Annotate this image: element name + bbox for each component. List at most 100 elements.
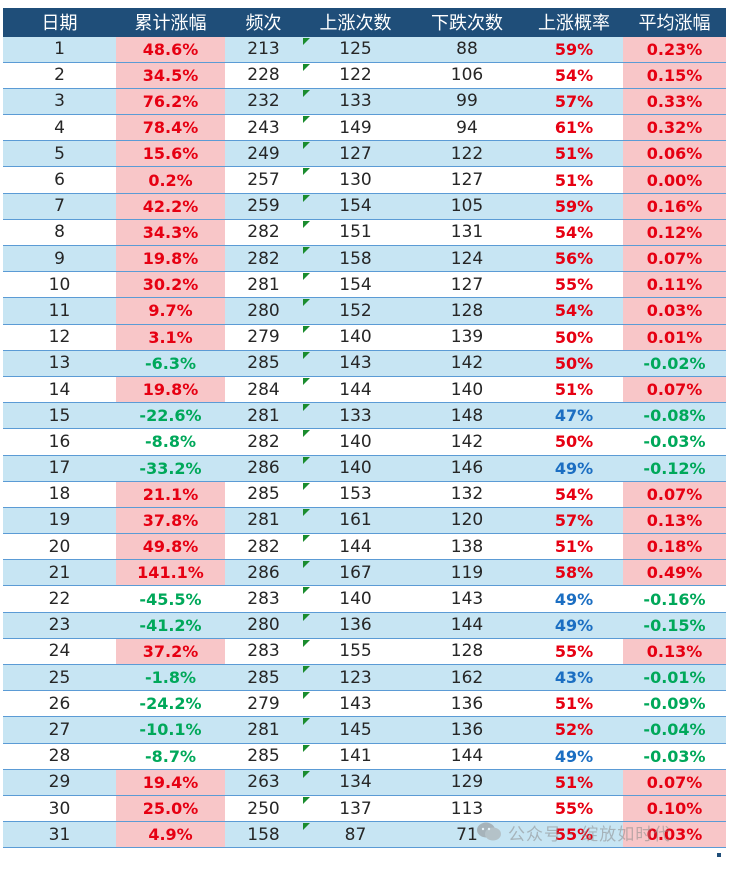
cell-cumulative-gain: -10.1% xyxy=(116,716,225,744)
table-body: 1 48.6% 213 125 88 59% 0.23% 2 34.5% 228 122 106 54%… xyxy=(3,36,726,849)
table-row: 30 25.0% 250 137 113 55% 0.10% xyxy=(3,795,726,823)
table-row: 29 19.4% 263 134 129 51% 0.07% xyxy=(3,769,726,796)
cell-average-gain: 0.13% xyxy=(623,507,726,535)
table-row: 31 4.9% 158 87 71 55% 0.03% xyxy=(3,821,726,849)
cell-up-count: 133 xyxy=(302,402,409,430)
cell-frequency: 286 xyxy=(225,559,302,587)
cell-down-count: 148 xyxy=(409,402,525,430)
table-row: 15 -22.6% 281 133 148 47% -0.08% xyxy=(3,402,726,430)
cell-cumulative-gain: 48.6% xyxy=(116,36,225,63)
cell-down-count: 138 xyxy=(409,533,525,561)
cell-frequency: 282 xyxy=(225,428,302,456)
cell-up-probability: 50% xyxy=(525,324,623,351)
header-up-probability: 上涨概率 xyxy=(525,8,623,37)
cell-down-count: 119 xyxy=(409,559,525,587)
cell-day: 6 xyxy=(3,166,116,194)
cell-down-count: 142 xyxy=(409,428,525,456)
table-row: 5 15.6% 249 127 122 51% 0.06% xyxy=(3,140,726,168)
header-average-gain: 平均涨幅 xyxy=(623,8,726,37)
cell-day: 23 xyxy=(3,612,116,639)
cell-frequency: 281 xyxy=(225,716,302,744)
daily-stats-table: 日期 累计涨幅 频次 上涨次数 下跌次数 上涨概率 平均涨幅 1 48.6% 213… xyxy=(3,8,726,849)
cell-up-probability: 47% xyxy=(525,402,623,430)
cell-frequency: 286 xyxy=(225,455,302,482)
table-row: 22 -45.5% 283 140 143 49% -0.16% xyxy=(3,585,726,613)
cell-up-count: 140 xyxy=(302,324,409,351)
cell-day: 3 xyxy=(3,88,116,116)
cell-up-count: 140 xyxy=(302,455,409,482)
cell-cumulative-gain: 49.8% xyxy=(116,533,225,561)
cell-up-count: 145 xyxy=(302,716,409,744)
cell-day: 26 xyxy=(3,690,116,718)
cell-cumulative-gain: -8.7% xyxy=(116,743,225,770)
cell-cumulative-gain: 42.2% xyxy=(116,193,225,220)
cell-cumulative-gain: 4.9% xyxy=(116,821,225,849)
table-row: 1 48.6% 213 125 88 59% 0.23% xyxy=(3,36,726,63)
cell-down-count: 124 xyxy=(409,245,525,273)
cell-up-probability: 54% xyxy=(525,297,623,325)
cell-down-count: 106 xyxy=(409,62,525,89)
cell-up-count: 137 xyxy=(302,795,409,823)
cell-average-gain: -0.15% xyxy=(623,612,726,639)
cell-up-probability: 43% xyxy=(525,664,623,692)
cell-up-probability: 55% xyxy=(525,795,623,823)
cell-up-probability: 58% xyxy=(525,559,623,587)
header-up-count: 上涨次数 xyxy=(302,8,409,37)
cell-down-count: 94 xyxy=(409,114,525,142)
cell-frequency: 280 xyxy=(225,297,302,325)
cell-up-count: 161 xyxy=(302,507,409,535)
cell-frequency: 283 xyxy=(225,585,302,613)
cell-average-gain: 0.03% xyxy=(623,821,726,849)
cell-frequency: 282 xyxy=(225,533,302,561)
cell-cumulative-gain: -33.2% xyxy=(116,455,225,482)
cell-down-count: 140 xyxy=(409,376,525,404)
table-row: 12 3.1% 279 140 139 50% 0.01% xyxy=(3,324,726,351)
cell-frequency: 284 xyxy=(225,376,302,404)
cell-cumulative-gain: 30.2% xyxy=(116,271,225,299)
cell-day: 2 xyxy=(3,62,116,89)
cell-day: 5 xyxy=(3,140,116,168)
table-row: 3 76.2% 232 133 99 57% 0.33% xyxy=(3,88,726,116)
cell-up-count: 127 xyxy=(302,140,409,168)
cell-cumulative-gain: 19.8% xyxy=(116,376,225,404)
cell-cumulative-gain: -22.6% xyxy=(116,402,225,430)
cell-cumulative-gain: 0.2% xyxy=(116,166,225,194)
cell-down-count: 143 xyxy=(409,585,525,613)
cell-up-probability: 59% xyxy=(525,193,623,220)
cell-average-gain: 0.07% xyxy=(623,769,726,796)
cell-down-count: 128 xyxy=(409,297,525,325)
table-row: 18 21.1% 285 153 132 54% 0.07% xyxy=(3,481,726,508)
cell-average-gain: -0.16% xyxy=(623,585,726,613)
cell-cumulative-gain: -41.2% xyxy=(116,612,225,639)
cell-average-gain: 0.11% xyxy=(623,271,726,299)
cell-day: 24 xyxy=(3,638,116,666)
cell-up-count: 144 xyxy=(302,376,409,404)
cell-frequency: 243 xyxy=(225,114,302,142)
cell-frequency: 285 xyxy=(225,664,302,692)
cell-down-count: 128 xyxy=(409,638,525,666)
table-row: 11 9.7% 280 152 128 54% 0.03% xyxy=(3,297,726,325)
table-row: 26 -24.2% 279 143 136 51% -0.09% xyxy=(3,690,726,718)
cell-cumulative-gain: -6.3% xyxy=(116,350,225,377)
cell-cumulative-gain: 76.2% xyxy=(116,88,225,116)
cell-average-gain: 0.32% xyxy=(623,114,726,142)
cell-up-probability: 61% xyxy=(525,114,623,142)
wechat-icon xyxy=(477,822,501,841)
watermark: 公众号 · 绽放如时代 xyxy=(476,818,671,846)
cell-down-count: 129 xyxy=(409,769,525,796)
cell-up-count: 140 xyxy=(302,428,409,456)
cell-average-gain: 0.23% xyxy=(623,36,726,63)
cell-up-count: 130 xyxy=(302,166,409,194)
cell-average-gain: 0.01% xyxy=(623,324,726,351)
cell-frequency: 279 xyxy=(225,690,302,718)
cell-average-gain: 0.00% xyxy=(623,166,726,194)
table-row: 21 141.1% 286 167 119 58% 0.49% xyxy=(3,559,726,587)
cell-day: 22 xyxy=(3,585,116,613)
cell-down-count: 136 xyxy=(409,690,525,718)
cell-up-probability: 49% xyxy=(525,612,623,639)
table-row: 27 -10.1% 281 145 136 52% -0.04% xyxy=(3,716,726,744)
cell-up-probability: 54% xyxy=(525,219,623,247)
cell-up-count: 152 xyxy=(302,297,409,325)
cell-down-count: 139 xyxy=(409,324,525,351)
cell-frequency: 279 xyxy=(225,324,302,351)
